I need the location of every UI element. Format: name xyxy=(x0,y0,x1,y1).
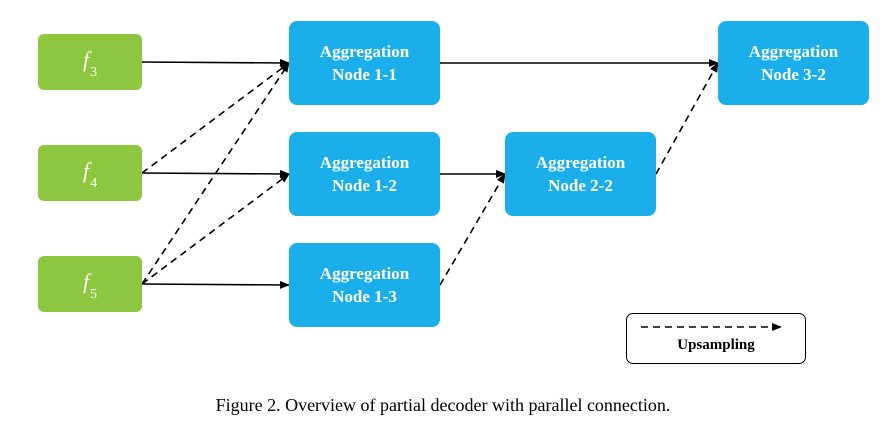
edge-f3-n11 xyxy=(141,58,290,67)
edge-n22-n32-upsampling xyxy=(655,62,719,175)
aggregation-node-3-2: Aggregation Node 3-2 xyxy=(718,21,869,105)
edge-f4-n12 xyxy=(141,169,290,178)
node-1-3-label: Node 1-3 xyxy=(332,287,397,306)
node-3-2-title: Aggregation xyxy=(748,42,839,61)
node-1-2-label: Node 1-2 xyxy=(332,176,397,195)
node-1-3-title: Aggregation xyxy=(319,264,410,283)
figure-caption: Figure 2. Overview of partial decoder wi… xyxy=(215,395,671,415)
input-node-f4: f4 xyxy=(38,145,142,201)
aggregation-node-2-2: Aggregation Node 2-2 xyxy=(505,132,656,216)
input-label-f4: f4 xyxy=(82,157,98,192)
edge-f4-n11-upsampling xyxy=(141,62,290,174)
node-2-2-title: Aggregation xyxy=(535,153,626,172)
node-1-1-title: Aggregation xyxy=(319,42,410,61)
node-1-2-title: Aggregation xyxy=(319,153,410,172)
aggregation-node-1-1: Aggregation Node 1-1 xyxy=(289,21,440,105)
input-node-f5: f5 xyxy=(38,256,142,312)
legend-box: Upsampling xyxy=(626,313,806,364)
aggregation-node-1-3: Aggregation Node 1-3 xyxy=(289,243,440,327)
edge-f5-n13 xyxy=(141,280,290,289)
node-1-1-label: Node 1-1 xyxy=(332,65,397,84)
input-node-f3: f3 xyxy=(38,34,142,90)
legend-label: Upsampling xyxy=(677,337,755,353)
input-label-f3: f3 xyxy=(82,46,98,81)
node-3-2-label: Node 3-2 xyxy=(761,65,826,84)
aggregation-node-1-2: Aggregation Node 1-2 xyxy=(289,132,440,216)
edge-n13-n22-upsampling xyxy=(439,173,506,286)
edge-f5-n12-upsampling xyxy=(141,173,290,285)
node-2-2-label: Node 2-2 xyxy=(548,176,613,195)
input-label-f5: f5 xyxy=(82,268,98,303)
